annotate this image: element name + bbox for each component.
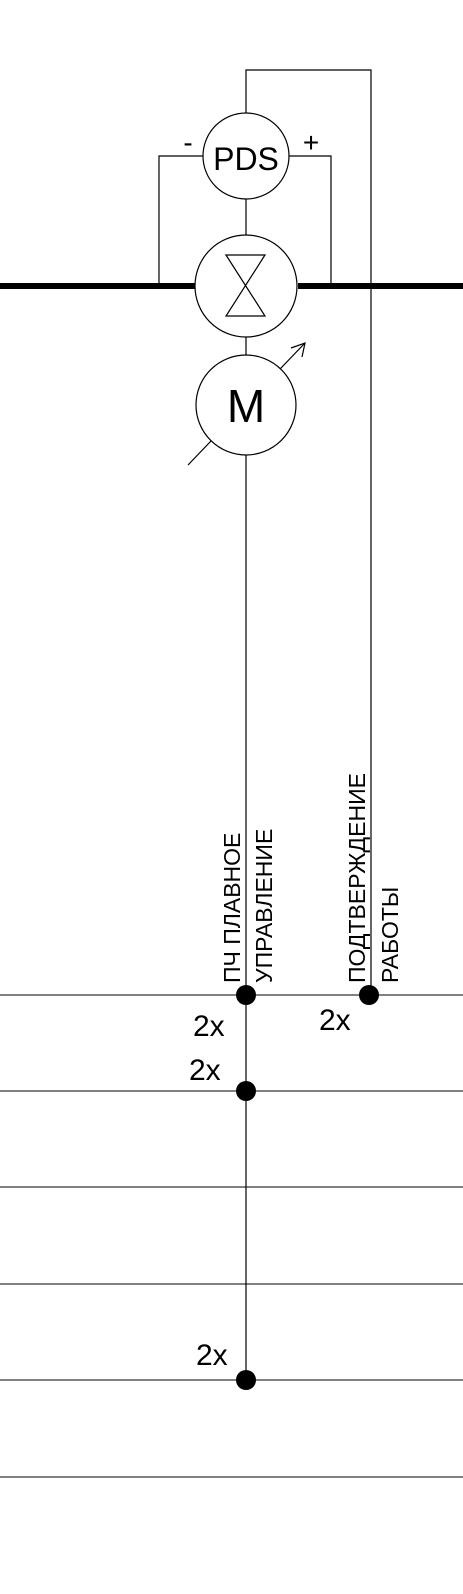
confirm-signal-label-line1: ПОДТВЕРЖДЕНИЕ xyxy=(344,773,370,983)
motor-label: M xyxy=(227,380,265,432)
pds-label: PDS xyxy=(213,141,279,177)
valve-bowtie-icon xyxy=(224,254,267,317)
confirm-signal-label-line2: РАБОТЫ xyxy=(377,887,403,983)
multiplicity-label-row1-drive: 2x xyxy=(193,1010,225,1043)
junction-dot-confirm-row1 xyxy=(359,985,379,1005)
pds-plus-label: + xyxy=(303,127,319,158)
multiplicity-label-row2-drive: 2x xyxy=(189,1054,221,1087)
pds-minus-label: - xyxy=(183,127,192,158)
drive-signal-label-line1: ПЧ ПЛАВНОЕ xyxy=(219,833,245,983)
multiplicity-label-row1-confirm: 2x xyxy=(319,1004,351,1037)
motor-speed-arrowhead xyxy=(290,342,306,358)
pds-plus-line xyxy=(289,155,332,286)
drive-signal-label-line2: УПРАВЛЕНИЕ xyxy=(251,829,277,983)
confirm-feedback-line xyxy=(245,69,372,995)
junction-dot-drive-row2 xyxy=(236,1081,256,1101)
junction-dot-drive-row1 xyxy=(236,985,256,1005)
pds-minus-line xyxy=(158,155,203,286)
multiplicity-label-row5-drive: 2x xyxy=(196,1339,228,1372)
junction-dot-drive-row5 xyxy=(236,1370,256,1390)
